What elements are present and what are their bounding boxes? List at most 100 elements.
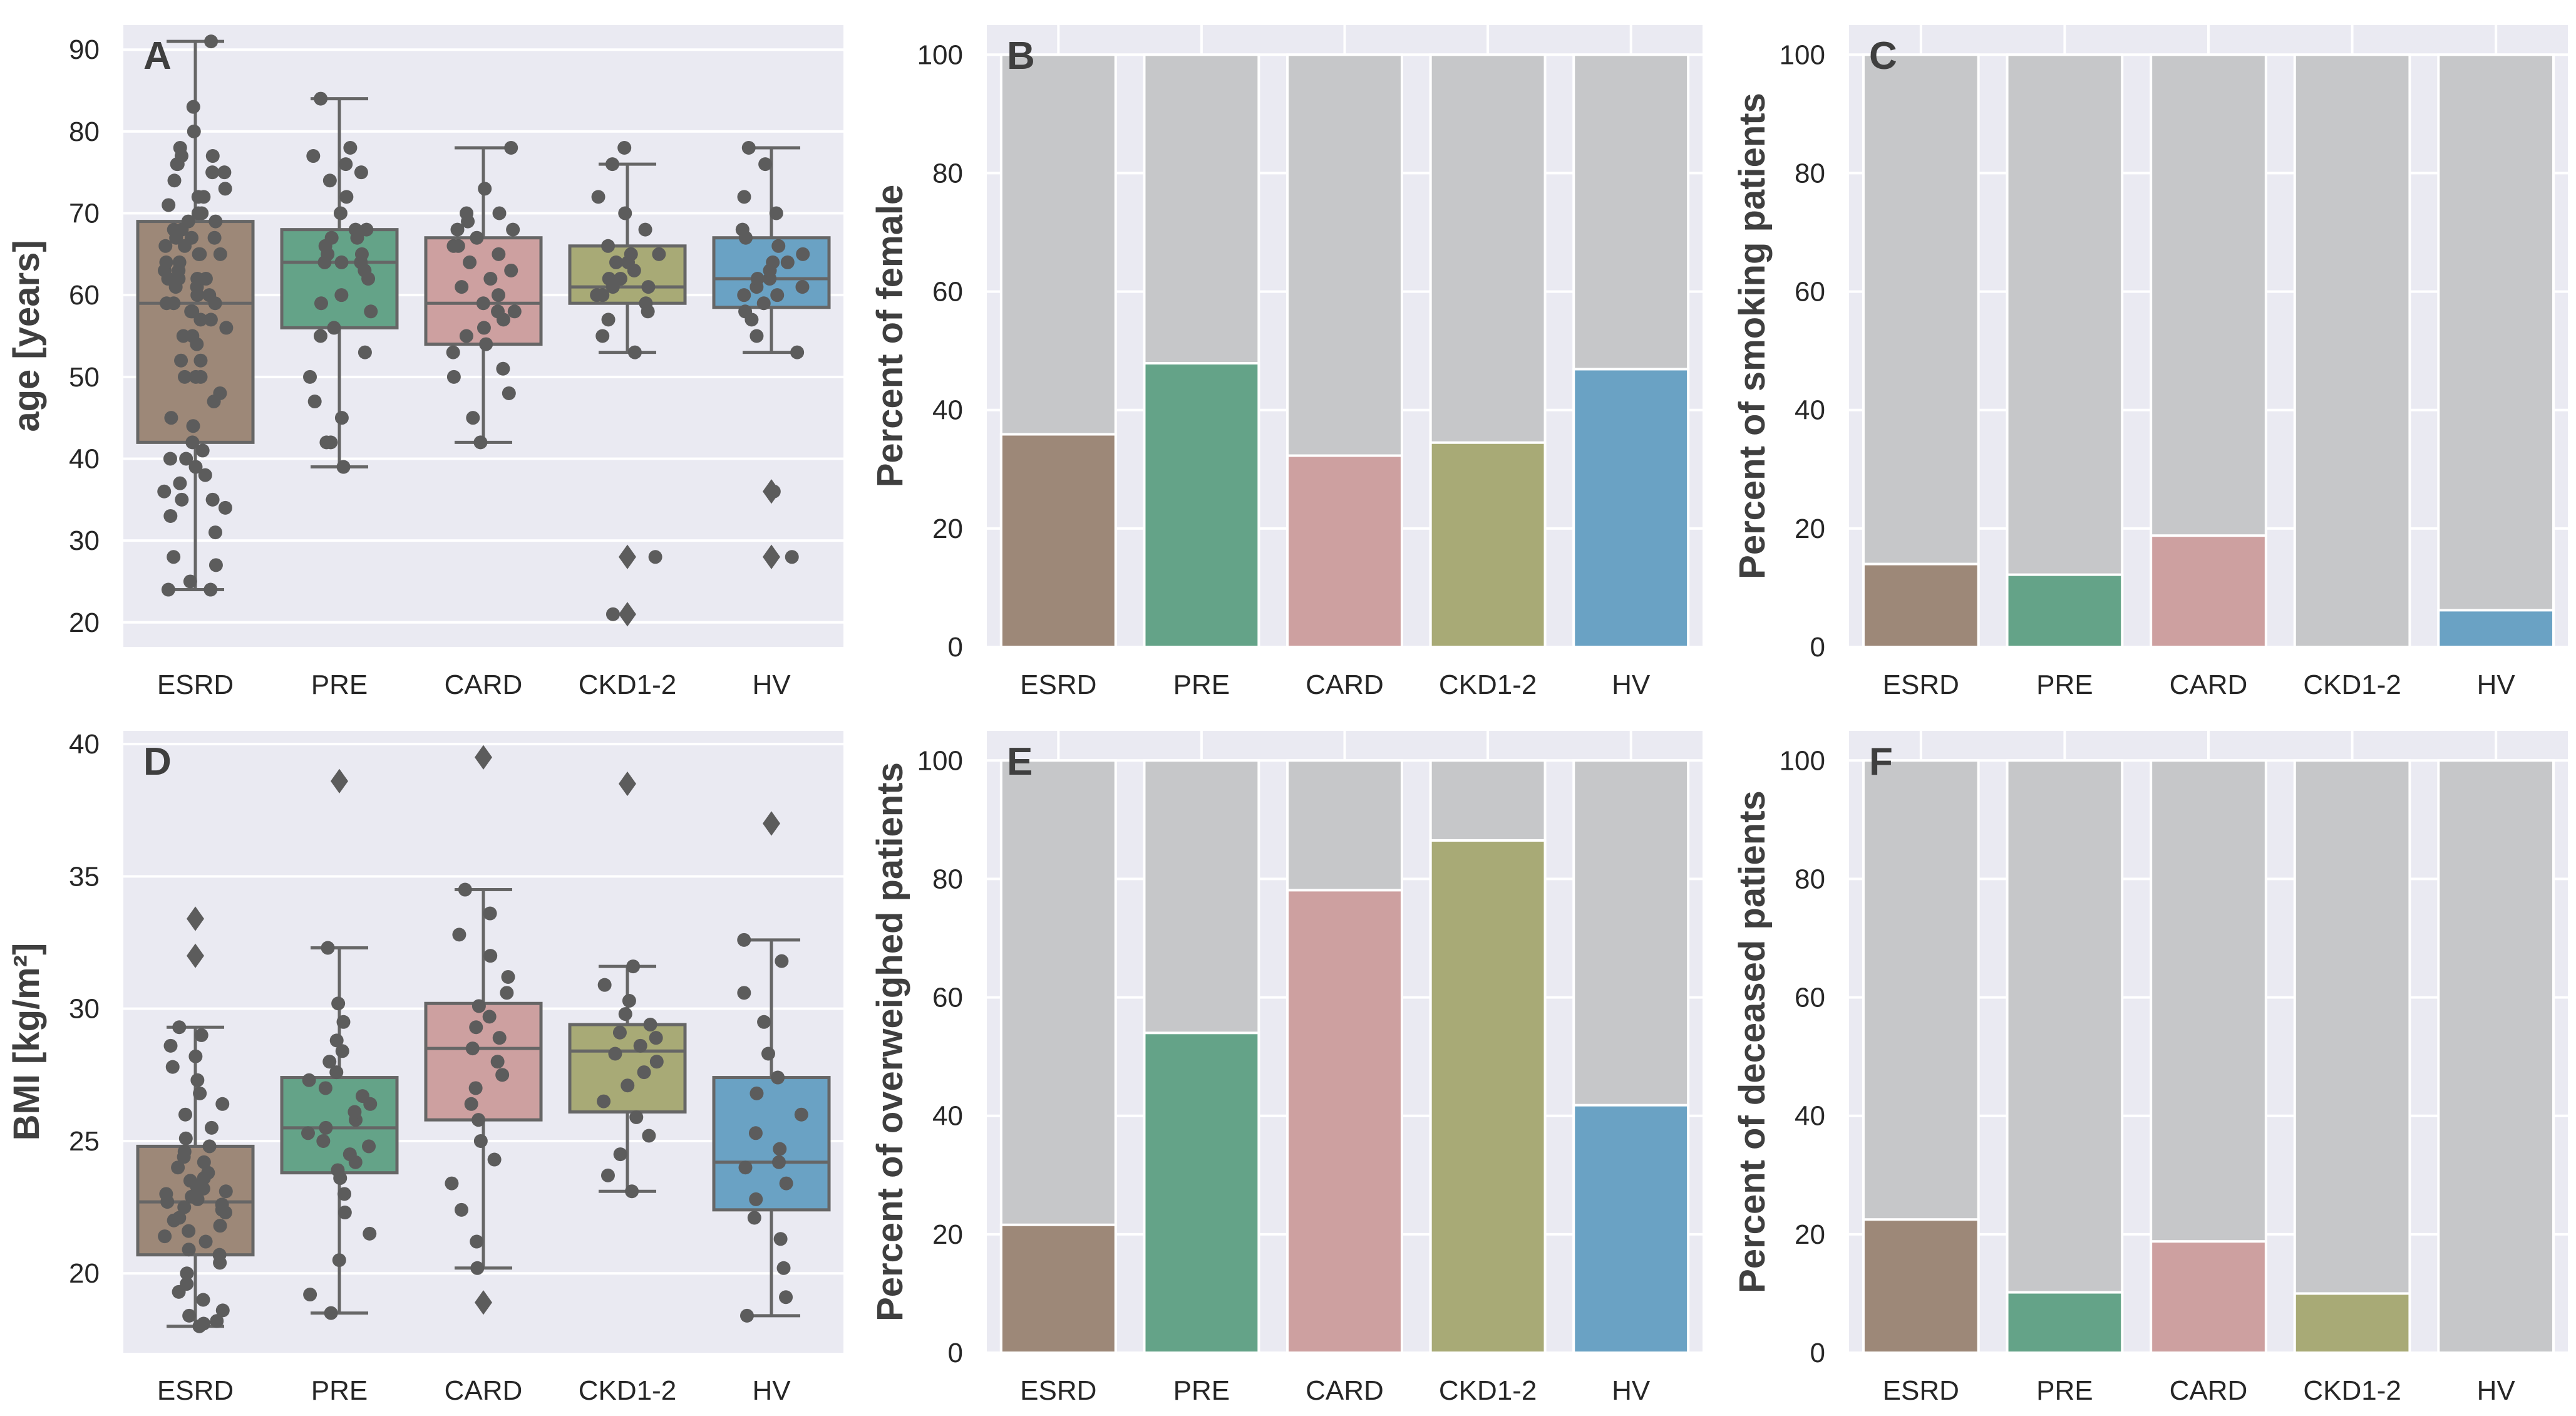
data-point [217, 165, 232, 180]
y-axis-title: Percent of overweighed patients [870, 762, 910, 1321]
y-tick-label: 40 [1795, 1101, 1825, 1132]
data-point [355, 1089, 369, 1103]
bar-value [1286, 889, 1403, 1354]
data-point [605, 607, 620, 621]
data-point [617, 140, 632, 155]
panel-c: 0 20 40 60 80 100 ESRD PRE CARD CKD1-2 HV Percent o… [1732, 25, 2568, 700]
data-point [359, 222, 374, 237]
data-point [193, 370, 208, 384]
y-tick-label: 20 [1795, 1219, 1825, 1250]
x-tick-label: CKD1-2 [579, 669, 677, 700]
data-point [205, 165, 220, 180]
data-point [163, 509, 178, 523]
outlier-marker [763, 811, 780, 836]
x-tick-label: HV [2477, 1375, 2516, 1406]
bar-value [2150, 534, 2267, 648]
data-point [364, 304, 378, 319]
data-point [334, 288, 349, 302]
x-tick-label: ESRD [157, 669, 234, 700]
data-point [198, 272, 213, 286]
y-tick-label: 0 [948, 632, 963, 663]
data-point [476, 296, 490, 311]
x-tick-label: ESRD [1020, 669, 1096, 700]
panel-letter: E [1007, 740, 1033, 783]
data-point [324, 230, 339, 245]
bar-value [999, 433, 1117, 648]
data-point [213, 247, 227, 261]
data-point [652, 247, 666, 261]
x-tick-label: CKD1-2 [1439, 669, 1537, 700]
data-point [303, 370, 317, 384]
data-point [204, 582, 218, 597]
data-point [735, 222, 750, 237]
data-point [491, 304, 505, 319]
data-point [313, 329, 327, 343]
y-axis-title: BMI [kg/m²] [6, 943, 47, 1141]
data-point [785, 550, 799, 564]
data-point [181, 214, 195, 229]
bar-total [2293, 759, 2411, 1355]
data-point [167, 550, 181, 564]
data-point [737, 933, 751, 947]
y-axis-title: Percent of female [870, 185, 910, 488]
data-point [608, 1046, 622, 1061]
x-tick-label: PRE [1173, 669, 1230, 700]
x-tick-label: CKD1-2 [579, 1375, 677, 1406]
data-point [773, 1142, 787, 1156]
y-tick-label: 40 [69, 729, 100, 760]
data-point [159, 1187, 173, 1201]
data-point [469, 1020, 483, 1035]
data-point [163, 452, 177, 466]
data-point [198, 468, 212, 482]
data-point [471, 1113, 486, 1127]
x-tick-label: CARD [1306, 1375, 1384, 1406]
data-point [483, 949, 498, 963]
data-point [182, 1308, 197, 1323]
data-point [336, 460, 351, 474]
data-point [466, 411, 480, 425]
data-point [470, 230, 484, 245]
data-point [750, 1086, 764, 1100]
data-point [766, 484, 781, 499]
data-point [756, 296, 771, 311]
data-point [358, 345, 372, 359]
data-point [445, 1176, 459, 1191]
data-point [213, 1219, 227, 1233]
y-tick-label: 35 [69, 861, 100, 892]
x-tick-label: PRE [2036, 1375, 2093, 1406]
data-point [158, 239, 173, 253]
bar-value [1862, 1218, 1980, 1354]
data-point [164, 411, 178, 425]
y-tick-label: 20 [932, 1219, 963, 1250]
y-tick-label: 60 [69, 280, 100, 311]
data-point [329, 1065, 344, 1080]
outlier-marker [763, 544, 780, 569]
data-point [354, 247, 369, 261]
data-point [333, 206, 348, 220]
data-point [188, 460, 203, 474]
data-point [177, 1200, 192, 1214]
data-point [492, 1031, 507, 1045]
data-point [319, 435, 334, 450]
data-point [775, 954, 789, 968]
data-point [316, 1134, 331, 1148]
data-point [322, 1055, 337, 1069]
data-point [749, 1192, 763, 1206]
x-tick-label: ESRD [1020, 1375, 1096, 1406]
y-axis-title: Percent of smoking patients [1732, 93, 1773, 579]
data-point [187, 124, 201, 138]
data-point [343, 1147, 357, 1162]
data-point [336, 1015, 351, 1029]
y-tick-label: 0 [1810, 632, 1825, 663]
y-tick-label: 20 [932, 514, 963, 544]
data-point [306, 149, 321, 163]
data-point [188, 1049, 203, 1063]
y-tick-label: 70 [69, 199, 100, 229]
data-point [496, 361, 510, 376]
data-point [173, 476, 187, 490]
data-point [202, 288, 217, 302]
data-point [157, 484, 172, 499]
data-point [205, 149, 220, 163]
data-point [209, 214, 223, 229]
data-point [773, 1232, 788, 1246]
